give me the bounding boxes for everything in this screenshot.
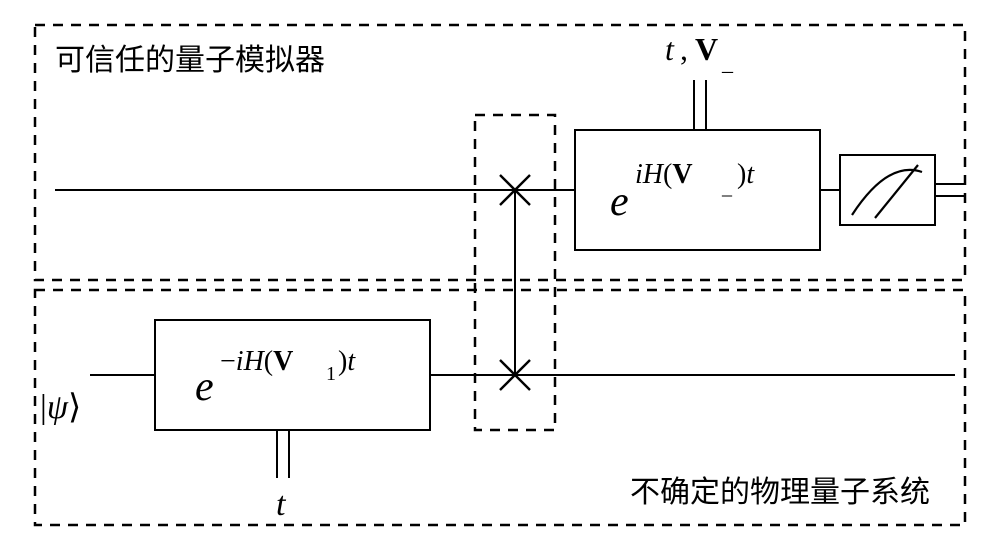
svg-text:)t: )t: [737, 159, 755, 190]
meter-box: [840, 155, 935, 225]
panel-bottom-label: 不确定的物理量子系统: [630, 476, 930, 509]
svg-text:iH(V: iH(V: [635, 159, 693, 190]
svg-text:V: V: [695, 31, 718, 67]
gate-bottom-classical-label: t: [276, 486, 287, 523]
svg-text:,: ,: [680, 31, 688, 67]
svg-text:1: 1: [326, 363, 336, 385]
svg-text:−iH(V: −iH(V: [220, 346, 293, 377]
ket-psi: |ψ⟩: [40, 389, 81, 426]
svg-text:t: t: [665, 31, 675, 67]
svg-text:e: e: [610, 179, 629, 225]
panel-top-label: 可信任的量子模拟器: [55, 44, 325, 77]
gate-top-classical-label: t , V _: [665, 31, 734, 75]
svg-text:_: _: [721, 50, 734, 75]
svg-text:)t: )t: [338, 346, 356, 377]
svg-text:e: e: [195, 364, 214, 410]
svg-text:_: _: [721, 177, 733, 199]
